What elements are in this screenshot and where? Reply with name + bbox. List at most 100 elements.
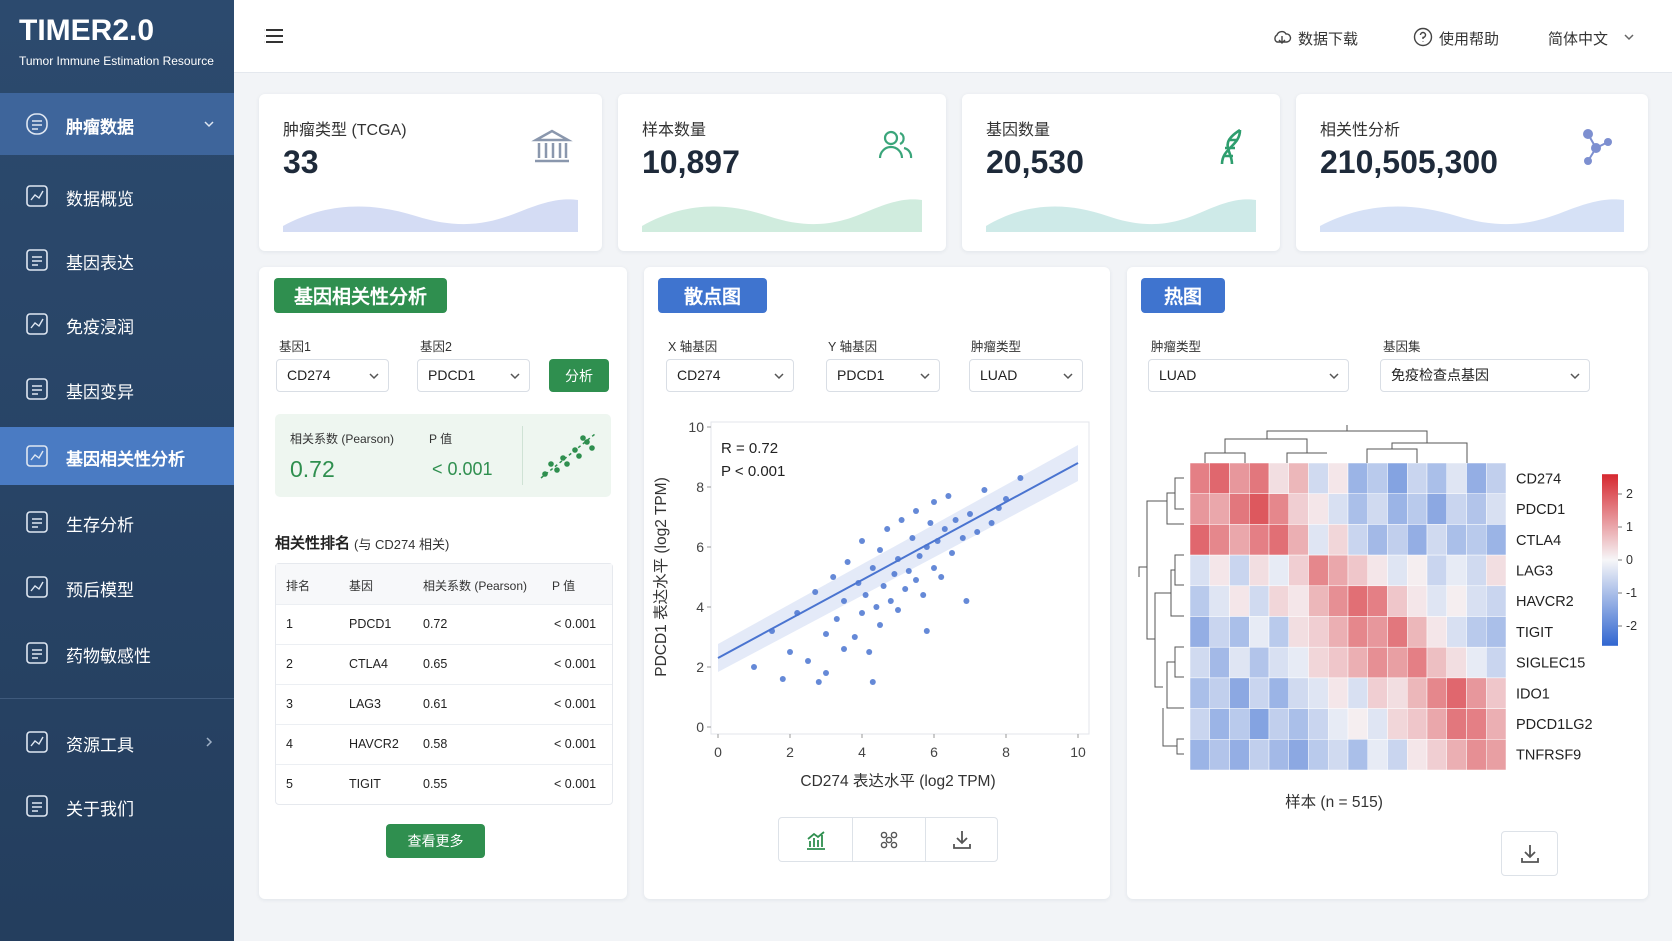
colorbar-tick-label: -2 bbox=[1626, 619, 1637, 633]
select[interactable]: PDCD1 bbox=[826, 359, 940, 392]
scatter-point bbox=[931, 565, 937, 571]
heatmap-cell bbox=[1347, 677, 1368, 709]
colorbar-tick-label: 0 bbox=[1626, 553, 1633, 567]
heatmap-cell bbox=[1407, 739, 1428, 771]
ranking-title: 相关性排名 bbox=[275, 535, 351, 552]
heatmap-cell bbox=[1486, 616, 1507, 648]
nav-icon[interactable] bbox=[26, 249, 48, 271]
heatmap-cell bbox=[1249, 677, 1270, 709]
heatmap-cell bbox=[1387, 646, 1408, 679]
select[interactable]: LUAD bbox=[969, 359, 1083, 392]
select[interactable]: CD274 bbox=[666, 359, 794, 392]
select[interactable]: LUAD bbox=[1148, 359, 1349, 392]
heatmap-cell bbox=[1189, 462, 1210, 494]
icon-shape bbox=[531, 129, 573, 163]
icon-shape bbox=[32, 649, 42, 659]
nav-item[interactable]: 数据概览 bbox=[66, 190, 134, 209]
nav-item[interactable]: 基因表达 bbox=[66, 254, 134, 273]
table-cell: PDCD1 bbox=[349, 617, 392, 631]
row-label: SIGLEC15 bbox=[1516, 656, 1585, 672]
menu-icon[interactable] bbox=[264, 27, 286, 45]
heatmap-cell bbox=[1209, 616, 1230, 648]
nav-active-bg bbox=[0, 93, 234, 155]
nav-icon[interactable] bbox=[26, 731, 48, 753]
x-tick-label: 6 bbox=[930, 744, 938, 760]
table-cell: < 0.001 bbox=[554, 617, 597, 631]
row-line bbox=[276, 724, 612, 725]
heatmap-cell bbox=[1347, 493, 1368, 525]
caret-icon bbox=[1624, 34, 1634, 41]
topbar-link[interactable]: 简体中文 bbox=[1548, 31, 1609, 48]
table-cell: LAG3 bbox=[349, 697, 381, 711]
panel: 热图 肿瘤类型 LUAD 基因集 免疫检查点基因 CD274 PDCD1 CTLA4 LAG3 H… bbox=[1127, 267, 1648, 899]
nav-icon[interactable] bbox=[26, 378, 48, 400]
nav-item[interactable]: 肿瘤数据 bbox=[66, 118, 134, 137]
heatmap-cell bbox=[1446, 708, 1467, 740]
scatter-point bbox=[931, 499, 937, 505]
link-icon[interactable] bbox=[1272, 27, 1292, 47]
nav-item[interactable]: 基因相关性分析 bbox=[66, 450, 185, 469]
nav-item[interactable]: 关于我们 bbox=[66, 800, 134, 819]
plot-frame bbox=[710, 421, 1090, 735]
scatter-point bbox=[959, 535, 966, 541]
nav-item[interactable]: 生存分析 bbox=[66, 516, 134, 535]
scatter-point bbox=[859, 610, 865, 616]
row-label: CTLA4 bbox=[1516, 533, 1561, 549]
mini-dot bbox=[580, 435, 586, 441]
row-dendrogram bbox=[1138, 477, 1184, 755]
heatmap-cell bbox=[1229, 585, 1250, 617]
nav-icon[interactable] bbox=[26, 795, 48, 817]
topbar-link[interactable]: 使用帮助 bbox=[1439, 31, 1500, 48]
heatmap-cell bbox=[1328, 739, 1349, 771]
scatter-point bbox=[869, 679, 876, 685]
topbar-link[interactable]: 数据下载 bbox=[1298, 31, 1359, 48]
select[interactable]: 免疫检查点基因 bbox=[1380, 359, 1590, 392]
toolbar-button[interactable] bbox=[878, 829, 900, 851]
heatmap-cell bbox=[1328, 493, 1349, 525]
caret-icon bbox=[206, 737, 213, 747]
row-label: CD274 bbox=[1516, 471, 1561, 487]
select[interactable]: CD274 bbox=[276, 359, 389, 392]
scatter-point bbox=[815, 679, 822, 685]
icon-shape bbox=[890, 831, 898, 839]
icon-shape bbox=[1521, 845, 1539, 863]
ranking-note: (与 CD274 相关) bbox=[354, 537, 450, 552]
analyze-button[interactable]: 分析 bbox=[549, 359, 609, 392]
heatmap-cell bbox=[1426, 616, 1447, 648]
scatter-point bbox=[963, 598, 970, 604]
icon-shape bbox=[26, 378, 48, 400]
mini-dot bbox=[584, 439, 590, 445]
icon-shape bbox=[953, 831, 971, 849]
table-cell: 3 bbox=[286, 697, 293, 711]
heatmap-cell bbox=[1426, 554, 1447, 587]
nav-icon[interactable] bbox=[26, 313, 48, 335]
nav-item[interactable]: 免疫浸润 bbox=[66, 318, 134, 337]
nav-icon[interactable] bbox=[26, 185, 48, 207]
scatter-point bbox=[920, 592, 927, 598]
toolbar-button[interactable] bbox=[951, 829, 973, 851]
link-icon[interactable] bbox=[1413, 27, 1433, 47]
toolbar-button[interactable] bbox=[805, 829, 827, 851]
icon-shape bbox=[30, 450, 44, 461]
nav-item[interactable]: 基因变异 bbox=[66, 383, 134, 402]
nav-icon[interactable] bbox=[26, 576, 48, 598]
nav-item[interactable]: 药物敏感性 bbox=[66, 647, 151, 666]
download-button[interactable] bbox=[1501, 831, 1558, 876]
scatter-point bbox=[873, 604, 880, 610]
icon-shape bbox=[885, 836, 893, 844]
nav-item[interactable]: 预后模型 bbox=[66, 581, 134, 600]
more-button[interactable]: 查看更多 bbox=[386, 824, 485, 858]
nav-icon[interactable] bbox=[26, 511, 48, 533]
heatmap-cell bbox=[1426, 493, 1447, 525]
nav-icon[interactable] bbox=[26, 445, 48, 467]
heatmap-cell bbox=[1189, 708, 1210, 740]
table-cell: < 0.001 bbox=[554, 737, 597, 751]
heatmap-cell bbox=[1229, 462, 1250, 494]
heatmap-cell bbox=[1387, 585, 1408, 617]
nav-icon[interactable] bbox=[26, 113, 48, 135]
nav-item[interactable]: 资源工具 bbox=[66, 736, 134, 755]
nav-icon[interactable] bbox=[26, 642, 48, 664]
select[interactable]: PDCD1 bbox=[417, 359, 530, 392]
